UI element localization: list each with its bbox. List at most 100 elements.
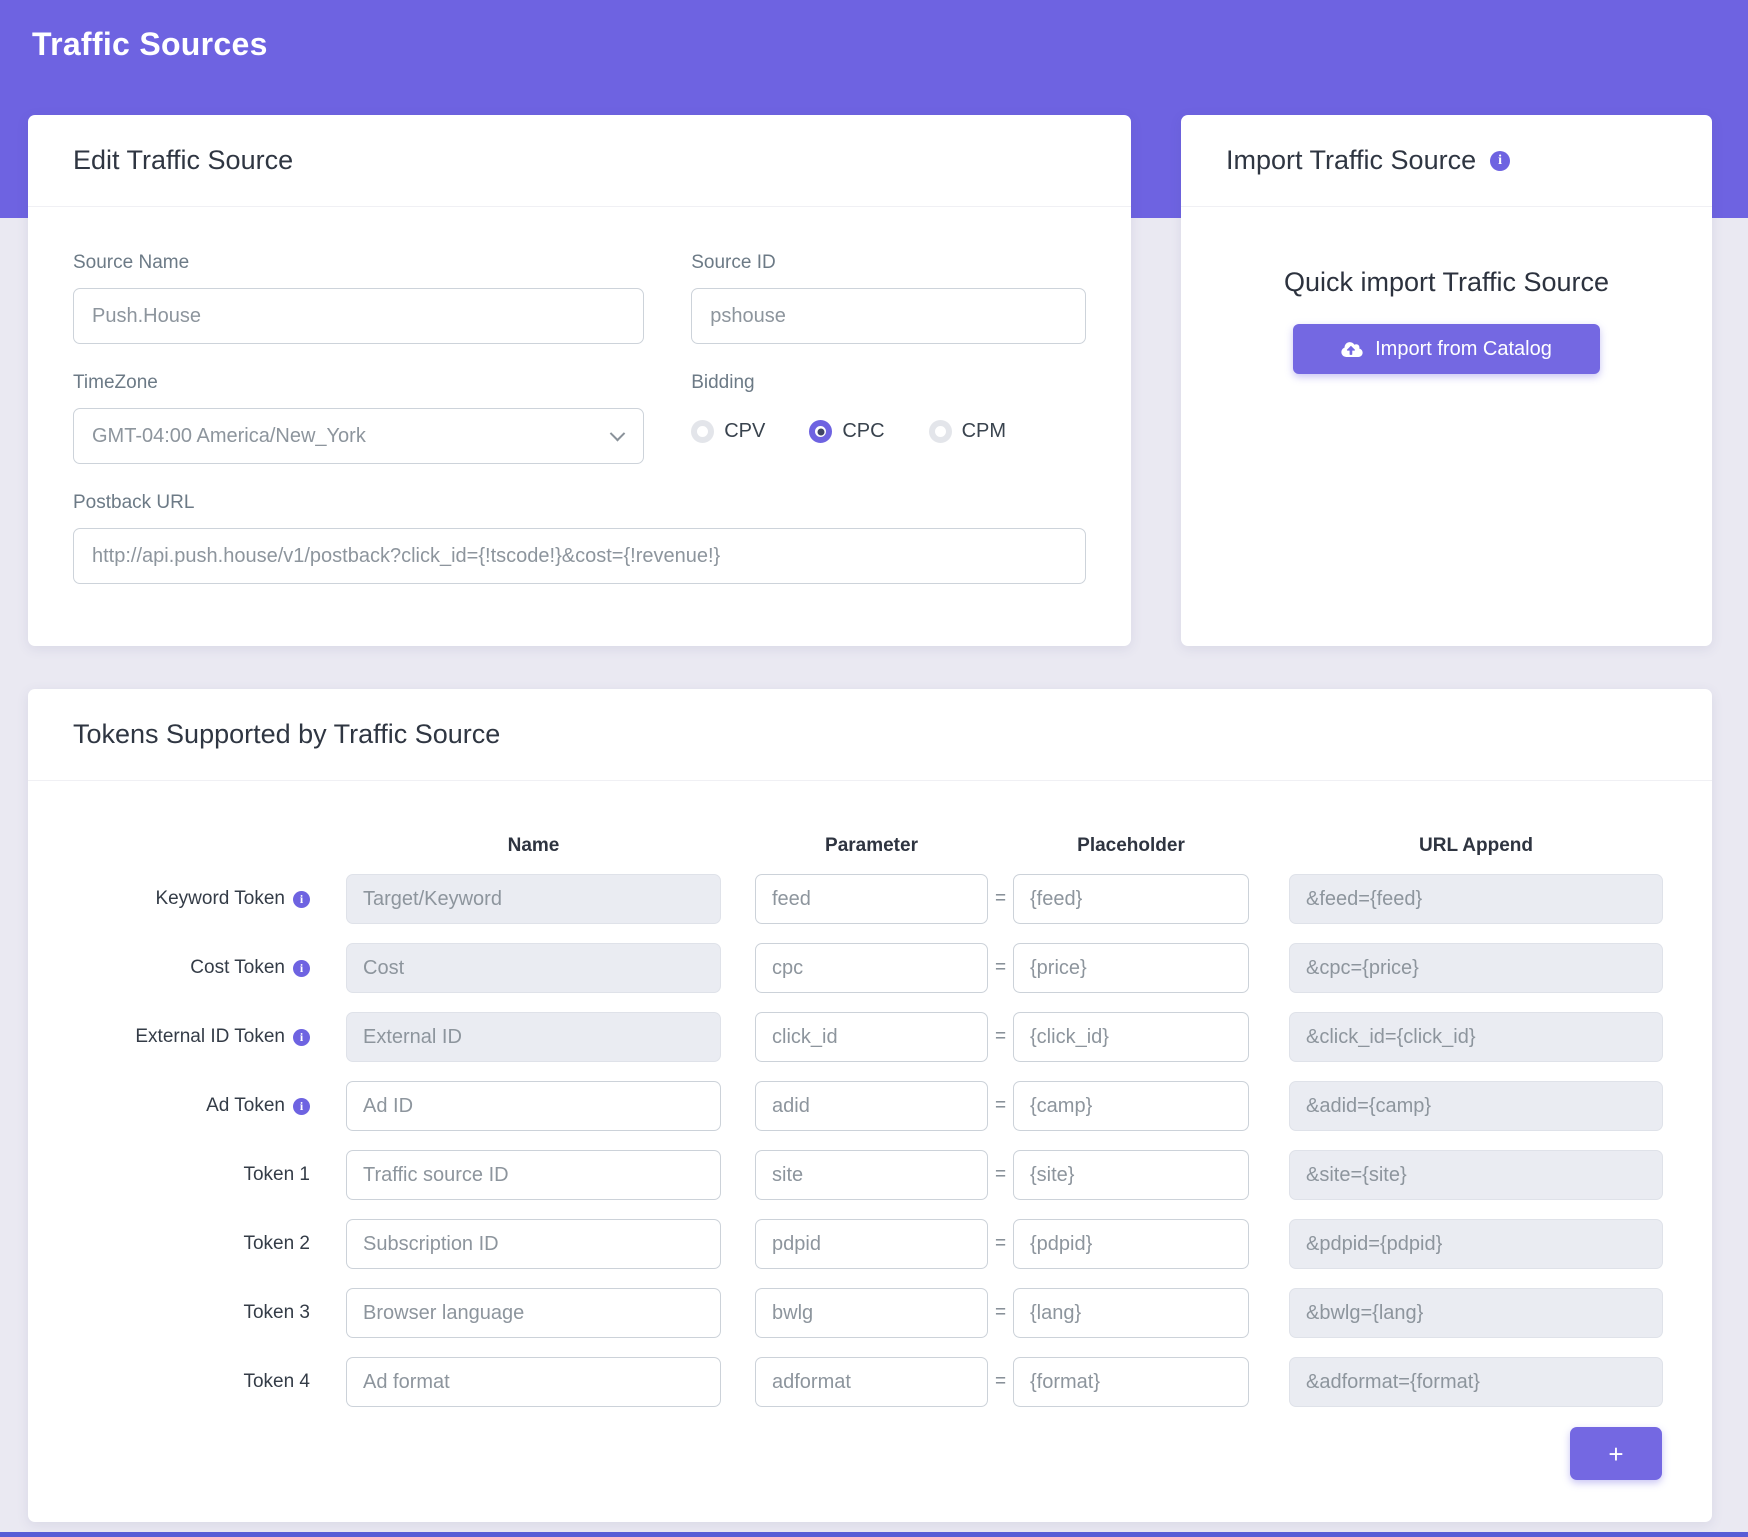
table-row: Token 3 = xyxy=(28,1288,1712,1338)
token-name-input[interactable] xyxy=(346,1288,721,1338)
token-parameter-input[interactable] xyxy=(755,874,988,924)
timezone-select[interactable]: GMT-04:00 America/New_York xyxy=(73,408,645,464)
equals-sign: = xyxy=(994,888,1007,909)
token-url-append-input xyxy=(1289,943,1663,993)
token-parameter-input[interactable] xyxy=(755,1219,988,1269)
info-icon[interactable]: i xyxy=(293,1097,310,1115)
bidding-option-label: CPM xyxy=(961,420,1007,442)
token-name-input xyxy=(346,1012,721,1062)
chevron-down-icon xyxy=(609,425,626,441)
tokens-card: Tokens Supported by Traffic Source Name … xyxy=(28,689,1712,1522)
postback-url-label: Postback URL xyxy=(73,492,195,513)
token-parameter-input[interactable] xyxy=(755,1081,988,1131)
timezone-selected-value: GMT-04:00 America/New_York xyxy=(92,424,366,447)
import-from-catalog-button[interactable]: Import from Catalog xyxy=(1293,324,1600,374)
column-header-parameter: Parameter xyxy=(825,835,918,856)
edit-card-header: Edit Traffic Source xyxy=(28,115,1131,207)
token-url-append-input xyxy=(1289,1150,1663,1200)
token-placeholder-input[interactable] xyxy=(1013,1288,1249,1338)
source-id-input[interactable] xyxy=(691,288,1086,344)
token-parameter-input[interactable] xyxy=(755,1150,988,1200)
source-name-input[interactable] xyxy=(73,288,645,344)
token-parameter-input[interactable] xyxy=(755,1288,988,1338)
token-row-label: Cost Token xyxy=(190,957,285,978)
equals-sign: = xyxy=(994,1026,1007,1047)
import-card-header: Import Traffic Source i xyxy=(1181,115,1712,207)
table-row: Keyword Token i = xyxy=(28,874,1712,924)
equals-sign: = xyxy=(994,1095,1007,1116)
tokens-card-title: Tokens Supported by Traffic Source xyxy=(73,719,501,749)
add-token-button[interactable]: + xyxy=(1570,1427,1662,1480)
token-placeholder-input[interactable] xyxy=(1013,1012,1249,1062)
table-row: Token 4 = xyxy=(28,1357,1712,1407)
token-name-input[interactable] xyxy=(346,1357,721,1407)
token-url-append-input xyxy=(1289,1012,1663,1062)
token-row-label: Token 3 xyxy=(243,1302,310,1323)
bidding-label: Bidding xyxy=(691,372,755,393)
cloud-download-icon xyxy=(1341,341,1363,358)
table-row: Ad Token i = xyxy=(28,1081,1712,1131)
token-row-label: Token 4 xyxy=(243,1371,310,1392)
tokens-card-header: Tokens Supported by Traffic Source xyxy=(28,689,1712,781)
column-header-name: Name xyxy=(507,835,560,856)
equals-sign: = xyxy=(994,957,1007,978)
bidding-option-cpv[interactable]: CPV xyxy=(691,420,765,443)
radio-button-icon xyxy=(691,420,715,443)
column-header-placeholder: Placeholder xyxy=(1077,835,1185,856)
info-icon[interactable]: i xyxy=(293,1028,310,1046)
token-row-label: Token 2 xyxy=(243,1233,310,1254)
token-name-input[interactable] xyxy=(346,1081,721,1131)
bottom-accent-strip xyxy=(0,1532,1748,1537)
table-row: External ID Token i = xyxy=(28,1012,1712,1062)
edit-card-title: Edit Traffic Source xyxy=(73,145,294,175)
token-parameter-input[interactable] xyxy=(755,943,988,993)
token-url-append-input xyxy=(1289,1288,1663,1338)
quick-import-title: Quick import Traffic Source xyxy=(1283,267,1610,297)
equals-sign: = xyxy=(994,1164,1007,1185)
token-name-input[interactable] xyxy=(346,1150,721,1200)
page-title: Traffic Sources xyxy=(32,26,268,62)
table-row: Token 1 = xyxy=(28,1150,1712,1200)
bidding-option-label: CPV xyxy=(724,420,766,442)
token-name-input xyxy=(346,874,721,924)
equals-sign: = xyxy=(994,1233,1007,1254)
table-row: Token 2 = xyxy=(28,1219,1712,1269)
token-parameter-input[interactable] xyxy=(755,1012,988,1062)
token-url-append-input xyxy=(1289,1219,1663,1269)
token-row-label: Ad Token xyxy=(206,1095,285,1116)
info-icon[interactable]: i xyxy=(1490,150,1511,171)
import-button-label: Import from Catalog xyxy=(1375,337,1552,360)
column-header-url-append: URL Append xyxy=(1419,835,1533,856)
edit-traffic-source-card: Edit Traffic Source Source Name Source I… xyxy=(28,115,1131,646)
timezone-label: TimeZone xyxy=(73,372,158,393)
info-icon[interactable]: i xyxy=(293,890,310,908)
token-url-append-input xyxy=(1289,1357,1663,1407)
source-name-label: Source Name xyxy=(73,252,190,273)
radio-button-icon xyxy=(928,420,952,443)
token-name-input[interactable] xyxy=(346,1219,721,1269)
token-placeholder-input[interactable] xyxy=(1013,1150,1249,1200)
bidding-option-cpc[interactable]: CPC xyxy=(809,420,885,443)
token-placeholder-input[interactable] xyxy=(1013,1357,1249,1407)
info-icon[interactable]: i xyxy=(293,959,310,977)
radio-button-selected-icon xyxy=(809,420,833,443)
token-name-input xyxy=(346,943,721,993)
bidding-radio-group: CPV CPC CPM xyxy=(691,420,1086,443)
token-url-append-input xyxy=(1289,1081,1663,1131)
source-id-label: Source ID xyxy=(691,252,776,273)
equals-sign: = xyxy=(994,1302,1007,1323)
token-parameter-input[interactable] xyxy=(755,1357,988,1407)
token-url-append-input xyxy=(1289,874,1663,924)
token-row-label: Token 1 xyxy=(243,1164,310,1185)
equals-sign: = xyxy=(994,1371,1007,1392)
token-placeholder-input[interactable] xyxy=(1013,1219,1249,1269)
token-row-label: External ID Token xyxy=(135,1026,285,1047)
import-card-title: Import Traffic Source xyxy=(1226,145,1477,175)
tokens-table-header: Name Parameter Placeholder URL Append xyxy=(28,835,1712,857)
bidding-option-cpm[interactable]: CPM xyxy=(928,420,1007,443)
postback-url-input[interactable] xyxy=(73,528,1086,584)
token-placeholder-input[interactable] xyxy=(1013,1081,1249,1131)
table-row: Cost Token i = xyxy=(28,943,1712,993)
token-placeholder-input[interactable] xyxy=(1013,943,1249,993)
token-placeholder-input[interactable] xyxy=(1013,874,1249,924)
